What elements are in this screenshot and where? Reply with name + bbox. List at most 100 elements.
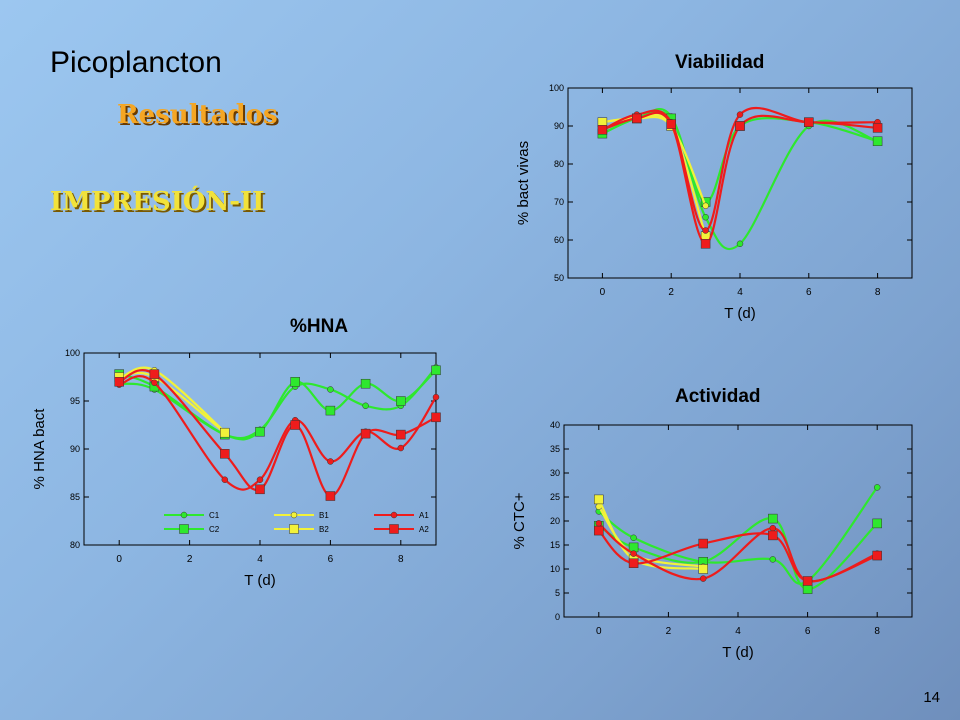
hna-data-point <box>397 444 405 452</box>
hna-data-point <box>327 458 334 465</box>
hna-plot-frame <box>83 352 437 546</box>
hna-series-line <box>119 366 437 440</box>
hna-series-line <box>118 366 226 433</box>
viabilidad-series-line <box>602 113 707 237</box>
viabilidad-data-point <box>735 121 745 131</box>
actividad-ytick-label: 0 <box>555 612 560 622</box>
hna-data-point <box>362 402 369 410</box>
hna-series-line <box>118 369 437 441</box>
actividad-data-point <box>630 550 637 557</box>
viabilidad-data-point <box>599 126 606 134</box>
viabilidad-data-point <box>702 213 709 221</box>
actividad-data-point <box>595 520 603 527</box>
actividad-ytick-label: 5 <box>555 588 560 598</box>
viabilidad-ytick-label: 80 <box>554 159 564 169</box>
actividad-xtick-label: 6 <box>805 626 811 637</box>
hna-data-point <box>149 372 160 382</box>
viabilidad-data-point <box>874 118 881 126</box>
legend-marker <box>390 511 398 519</box>
viabilidad-data-point <box>667 118 675 126</box>
hna-data-point <box>325 491 336 501</box>
hna-data-point <box>221 428 229 435</box>
actividad-plot: 0 5 10 15 20 25 30 35 40 0 2 4 6 8 T (d) % CTC+ <box>511 420 913 661</box>
actividad-series-line <box>597 498 704 571</box>
viabilidad-data-point <box>700 197 711 207</box>
actividad-data-point <box>698 557 708 567</box>
viabilidad-data-point <box>597 117 608 127</box>
viabilidad-xtick-label: 2 <box>668 287 674 298</box>
viabilidad-data-point <box>633 115 641 122</box>
viabilidad-xlabel: T (d) <box>724 305 755 322</box>
legend-label: A2 <box>419 525 429 534</box>
actividad-data-point <box>802 576 813 586</box>
actividad-data-point <box>769 524 777 532</box>
viabilidad-data-point <box>702 202 709 210</box>
section-heading: IMPRESIÓN-II <box>50 187 265 217</box>
legend-label: C1 <box>209 511 220 520</box>
hna-data-point <box>149 369 160 379</box>
actividad-ytick-label: 20 <box>550 516 560 526</box>
actividad-data-point <box>594 525 604 536</box>
hna-data-point <box>114 372 124 382</box>
viabilidad-xtick-label: 8 <box>875 287 881 298</box>
actividad-xlabel: T (d) <box>722 644 753 661</box>
viabilidad-ytick-label: 90 <box>554 121 564 131</box>
actividad-ylabel: % CTC+ <box>511 492 528 549</box>
legend-marker <box>290 511 298 519</box>
actividad-data-point <box>628 554 639 565</box>
viabilidad-plot-frame <box>567 87 913 279</box>
viabilidad-data-point <box>666 121 676 131</box>
actividad-series-line <box>598 486 879 585</box>
actividad-xtick-label: 4 <box>735 626 741 637</box>
hna-data-point <box>256 426 264 434</box>
viabilidad-data-point <box>736 111 744 118</box>
hna-data-point <box>220 429 230 440</box>
actividad-data-point <box>628 558 639 568</box>
hna-data-point <box>221 476 229 483</box>
hna-series-line <box>119 371 226 434</box>
hna-data-point <box>151 379 158 387</box>
hna-data-point <box>291 416 299 424</box>
hna-data-point <box>290 377 300 387</box>
hna-data-point <box>114 377 124 387</box>
hna-data-point <box>360 428 371 439</box>
viabilidad-data-point <box>805 122 813 130</box>
hna-ytick-label: 100 <box>65 348 80 358</box>
hna-data-point <box>396 396 406 406</box>
hna-xtick-label: 4 <box>257 554 263 565</box>
viabilidad-data-point <box>702 227 709 234</box>
hna-data-point <box>114 369 124 379</box>
hna-plot: 80 85 90 95 100 0 2 4 6 8 T (d) % HNA bact C1 B1 A1 C2 B… <box>31 348 441 589</box>
page-number: 14 <box>923 689 940 706</box>
hna-xtick-label: 8 <box>398 554 404 565</box>
actividad-ytick-label: 25 <box>550 492 560 502</box>
viabilidad-ytick-label: 50 <box>554 273 564 283</box>
hna-xtick-label: 0 <box>116 554 122 565</box>
viabilidad-ytick-label: 60 <box>554 235 564 245</box>
actividad-ytick-label: 30 <box>550 468 560 478</box>
viabilidad-data-point <box>667 113 675 120</box>
hna-data-point <box>256 476 264 483</box>
actividad-series-line <box>598 517 878 591</box>
hna-data-point <box>220 449 230 459</box>
actividad-chart-title: Actividad <box>675 386 761 407</box>
hna-data-point <box>220 427 230 438</box>
actividad-data-point <box>873 484 881 491</box>
hna-ytick-label: 85 <box>70 492 80 502</box>
legend-label: B2 <box>319 525 329 534</box>
viabilidad-xtick-label: 0 <box>600 287 606 298</box>
viabilidad-data-point <box>872 136 883 146</box>
hna-data-point <box>255 426 265 437</box>
viabilidad-data-point <box>632 113 642 124</box>
actividad-data-point <box>769 556 777 563</box>
actividad-data-point <box>768 530 778 541</box>
legend-label: A1 <box>419 511 429 520</box>
hna-data-point <box>362 428 369 435</box>
viabilidad-data-point <box>599 118 606 126</box>
viabilidad-data-point <box>666 113 676 124</box>
hna-data-point <box>291 383 299 390</box>
viabilidad-data-point <box>805 118 813 126</box>
hna-ytick-label: 80 <box>70 540 80 550</box>
actividad-data-point <box>698 538 708 549</box>
actividad-data-point <box>872 518 882 529</box>
